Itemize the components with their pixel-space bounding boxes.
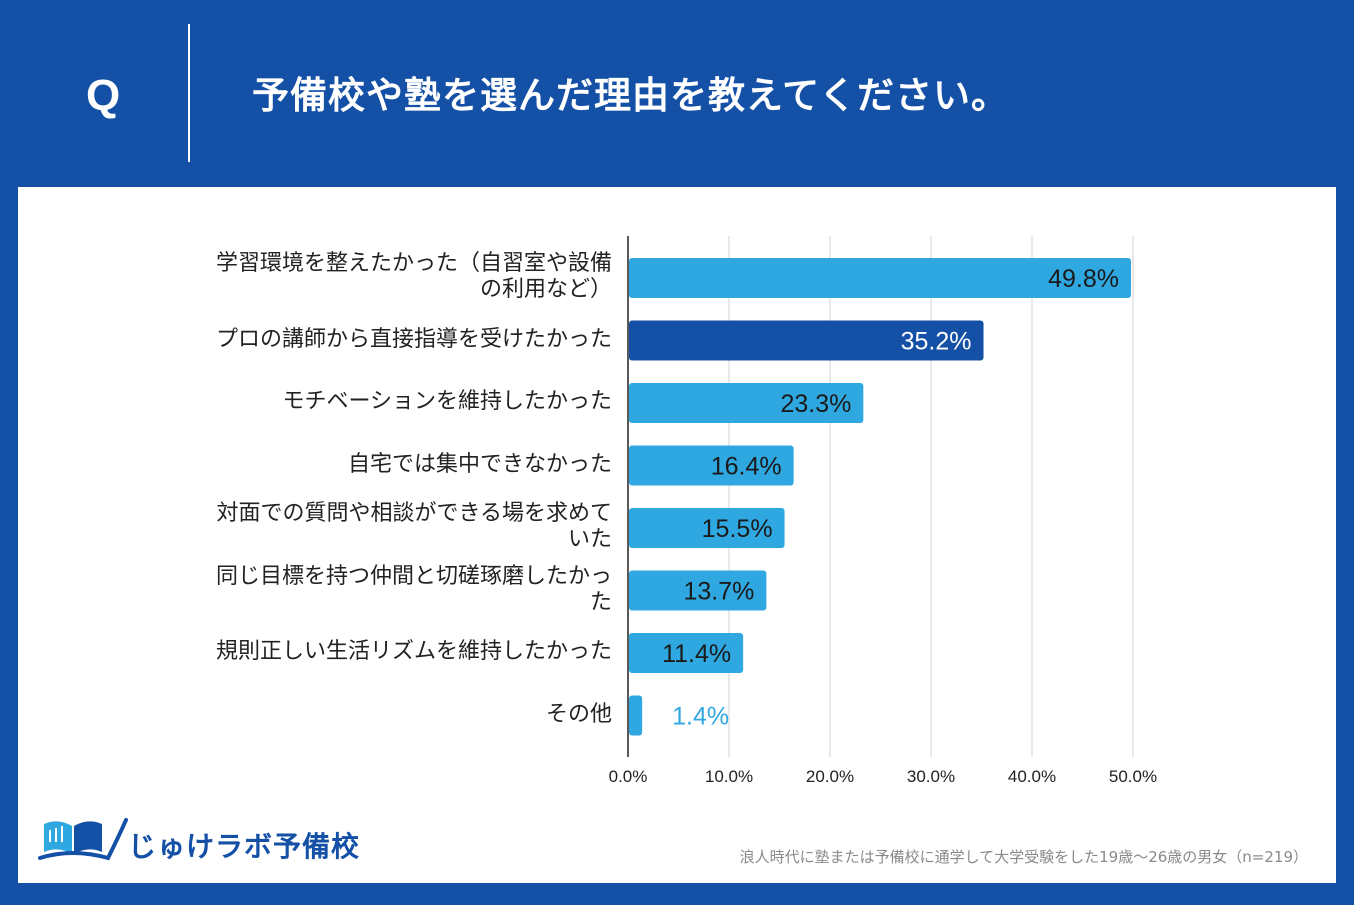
category-label-line: の利用など） (479, 277, 612, 302)
bar (629, 383, 864, 423)
category-label-line: モチベーションを維持したかった (282, 389, 612, 414)
x-tick-label: 20.0% (806, 767, 854, 786)
category-label: 同じ目標を持つ仲間と切磋琢磨したかった (120, 564, 612, 616)
bar (629, 695, 643, 736)
data-label: 16.4% (711, 453, 782, 481)
survey-footnote: 浪人時代に塾または予備校に通学して大学受験をした19歳〜26歳の男女（n=219… (739, 848, 1308, 866)
bar (629, 633, 744, 673)
category-label: プロの講師から直接指導を受けたかった (120, 327, 612, 353)
data-label: 1.4% (672, 703, 729, 731)
x-tick-label: 10.0% (705, 767, 753, 786)
category-label-line: 学習環境を整えたかった（自習室や設備 (215, 251, 612, 276)
q-mark: Q (86, 71, 121, 120)
x-tick-label: 0.0% (609, 767, 648, 786)
book-logo-icon (38, 818, 128, 861)
category-label-line: 対面での質問や相談ができる場を求めて (216, 501, 612, 526)
bar (629, 320, 984, 361)
data-label: 15.5% (702, 515, 773, 543)
x-tick-label: 40.0% (1008, 767, 1056, 786)
category-label-line: 同じ目標を持つ仲間と切磋琢磨したかっ (215, 563, 612, 589)
bar (629, 445, 794, 486)
category-label-line: その他 (545, 701, 612, 727)
category-label: モチベーションを維持したかった (120, 389, 612, 415)
header-divider (188, 24, 190, 162)
data-label: 13.7% (683, 578, 754, 606)
data-label: 23.3% (780, 390, 851, 418)
category-label: 対面での質問や相談ができる場を求めて いた (120, 501, 612, 553)
bar (629, 570, 767, 611)
category-label: 自宅では集中できなかった (120, 452, 612, 478)
data-label: 35.2% (901, 328, 972, 356)
data-label: 49.8% (1048, 265, 1119, 293)
x-tick-label: 30.0% (907, 767, 955, 786)
data-label: 11.4% (662, 640, 731, 668)
x-tick-label: 50.0% (1109, 767, 1157, 786)
category-label-line: プロの講師から直接指導を受けたかった (215, 326, 612, 352)
bar (629, 258, 1131, 298)
category-label: 学習環境を整えたかった（自習室や設備 の利用など） (120, 251, 612, 303)
brand-name: じゅけラボ予備校 (128, 830, 361, 863)
bar (629, 508, 785, 548)
category-label-line: 自宅では集中できなかった (347, 451, 612, 477)
category-label-line: 規則正しい生活リズムを維持したかった (215, 639, 612, 664)
category-label: その他 (120, 702, 612, 728)
category-label-line: た (589, 589, 612, 615)
page-title: 予備校や塾を選んだ理由を教えてください。 (252, 74, 1010, 117)
category-label-line: いた (567, 527, 612, 552)
category-label: 規則正しい生活リズムを維持したかった (120, 639, 612, 665)
